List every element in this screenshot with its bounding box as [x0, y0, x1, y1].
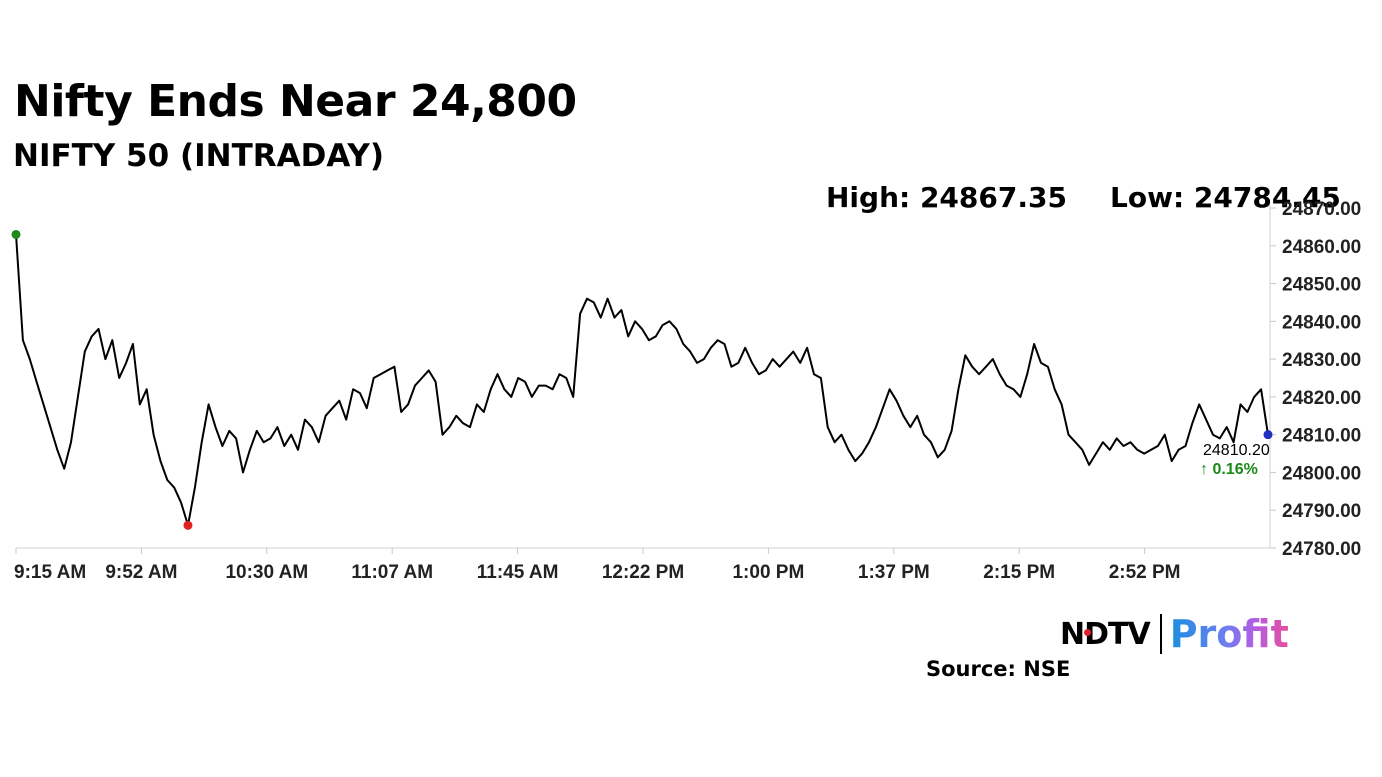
y-tick-label: 24830.00	[1282, 350, 1361, 371]
logo-divider	[1159, 614, 1162, 654]
y-tick-label: 24800.00	[1282, 463, 1361, 484]
y-tick-label: 24860.00	[1282, 237, 1361, 258]
chart-title: Nifty Ends Near 24,800	[14, 76, 577, 127]
x-axis-ticks: 9:15 AM 9:52 AM 10:30 AM 11:07 AM 11:45 AM 12…	[14, 548, 1181, 583]
y-tick-label: 24870.00	[1282, 199, 1361, 220]
close-marker	[1263, 430, 1273, 440]
x-tick-label: 2:15 PM	[983, 562, 1055, 583]
x-tick-label: 12:22 PM	[602, 562, 684, 583]
price-series-line	[15, 234, 1269, 527]
source-note: Source: NSE	[926, 657, 1071, 681]
close-value-label: 24810.20	[1203, 442, 1270, 459]
x-tick-label: 1:00 PM	[732, 562, 804, 583]
x-tick-label: 10:30 AM	[225, 562, 308, 583]
y-tick-label: 24790.00	[1282, 501, 1361, 522]
high-stat: High: 24867.35	[826, 181, 1067, 214]
x-tick-label: 11:07 AM	[351, 562, 433, 583]
change-percent-label: ↑ 0.16%	[1200, 461, 1258, 478]
y-tick-label: 24840.00	[1282, 312, 1361, 333]
ndtv-wordmark: NDTV	[1060, 616, 1151, 652]
open-marker	[11, 229, 21, 239]
chart-subtitle: NIFTY 50 (INTRADAY)	[13, 138, 385, 174]
y-tick-label: 24810.00	[1282, 426, 1361, 447]
low-stat: Low: 24784.45	[1110, 181, 1341, 214]
x-tick-label: 2:52 PM	[1109, 562, 1181, 583]
ndtv-red-dot-icon	[1084, 629, 1091, 636]
x-tick-label: 11:45 AM	[477, 562, 559, 583]
ndtv-profit-logo: NDTV Profit	[1060, 612, 1289, 656]
x-tick-label: 9:15 AM	[14, 562, 86, 583]
y-axis-ticks: 24780.00 24790.00 24800.00 24810.00 24820.00…	[1270, 199, 1361, 560]
low-marker	[183, 520, 193, 530]
y-tick-label: 24820.00	[1282, 388, 1361, 409]
x-tick-label: 9:52 AM	[105, 562, 177, 583]
y-tick-label: 24780.00	[1282, 539, 1361, 560]
profit-wordmark: Profit	[1169, 612, 1289, 656]
y-tick-label: 24850.00	[1282, 275, 1361, 296]
x-tick-label: 1:37 PM	[858, 562, 930, 583]
